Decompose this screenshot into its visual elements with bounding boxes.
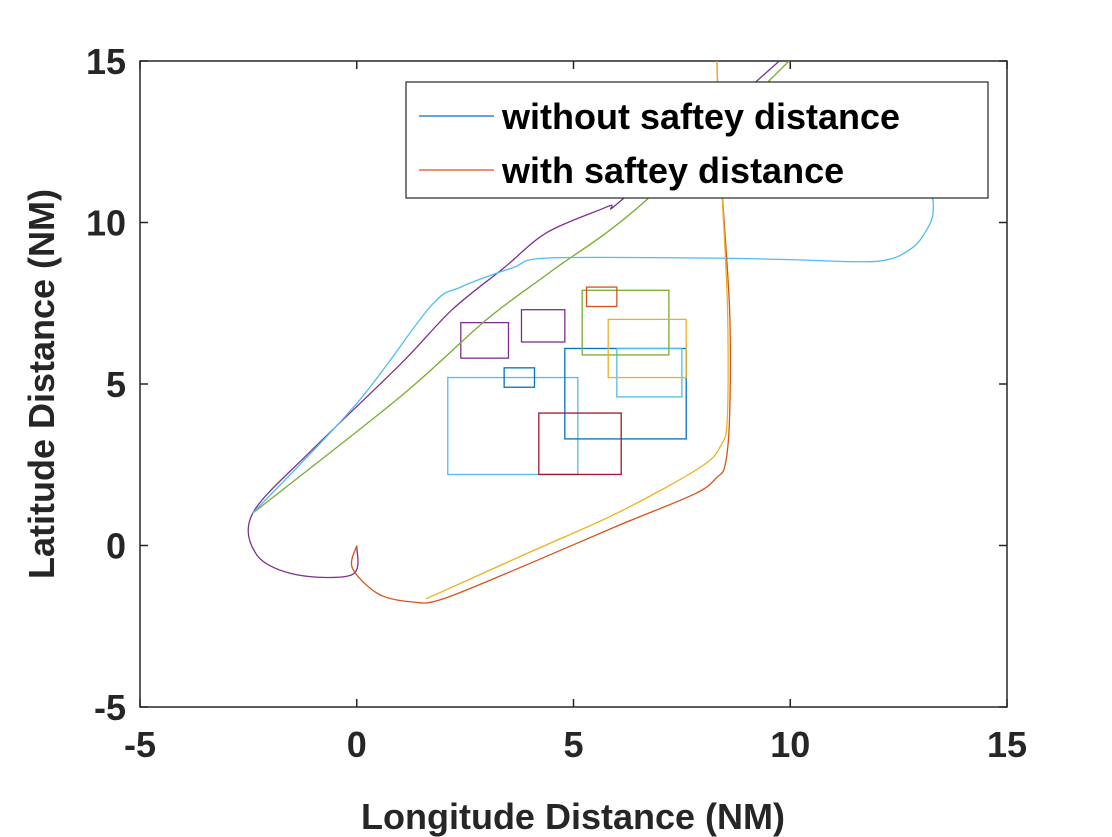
trajectory-line [247, 61, 781, 579]
legend-label-with-safety: with saftey distance [501, 150, 844, 191]
y-tick-label: 10 [86, 203, 126, 244]
region-rectangle [616, 347, 683, 398]
trajectory-line [350, 61, 732, 604]
x-axis-label: Longitude Distance (NM) [361, 796, 785, 837]
region-rectangle [520, 309, 566, 343]
x-tick-label: 15 [987, 724, 1027, 765]
axis-ticks [139, 60, 1008, 708]
region-rectangle [607, 318, 687, 379]
x-tick-label: 10 [770, 724, 810, 765]
region-rectangle [460, 321, 510, 359]
region-rectangle [503, 367, 536, 388]
x-tick-label: -5 [124, 724, 156, 765]
region-rectangle [585, 286, 618, 308]
y-tick-label: 0 [106, 526, 126, 567]
region-rectangle [538, 412, 622, 476]
legend-label-without-safety: without saftey distance [501, 96, 900, 137]
x-tick-label: 0 [347, 724, 367, 765]
y-tick-label: 5 [106, 364, 126, 405]
y-tick-label: 15 [86, 41, 126, 82]
region-rectangle [581, 289, 670, 356]
legend-box [405, 81, 989, 199]
legend: without saftey distance with saftey dist… [405, 81, 989, 199]
y-tick-label: -5 [94, 687, 126, 728]
tick-labels: -5 0 5 10 15 -5 0 5 10 15 [86, 41, 1027, 765]
y-axis-label: Latitude Distance (NM) [21, 189, 62, 579]
region-rectangle [447, 376, 579, 476]
x-tick-label: 5 [563, 724, 583, 765]
